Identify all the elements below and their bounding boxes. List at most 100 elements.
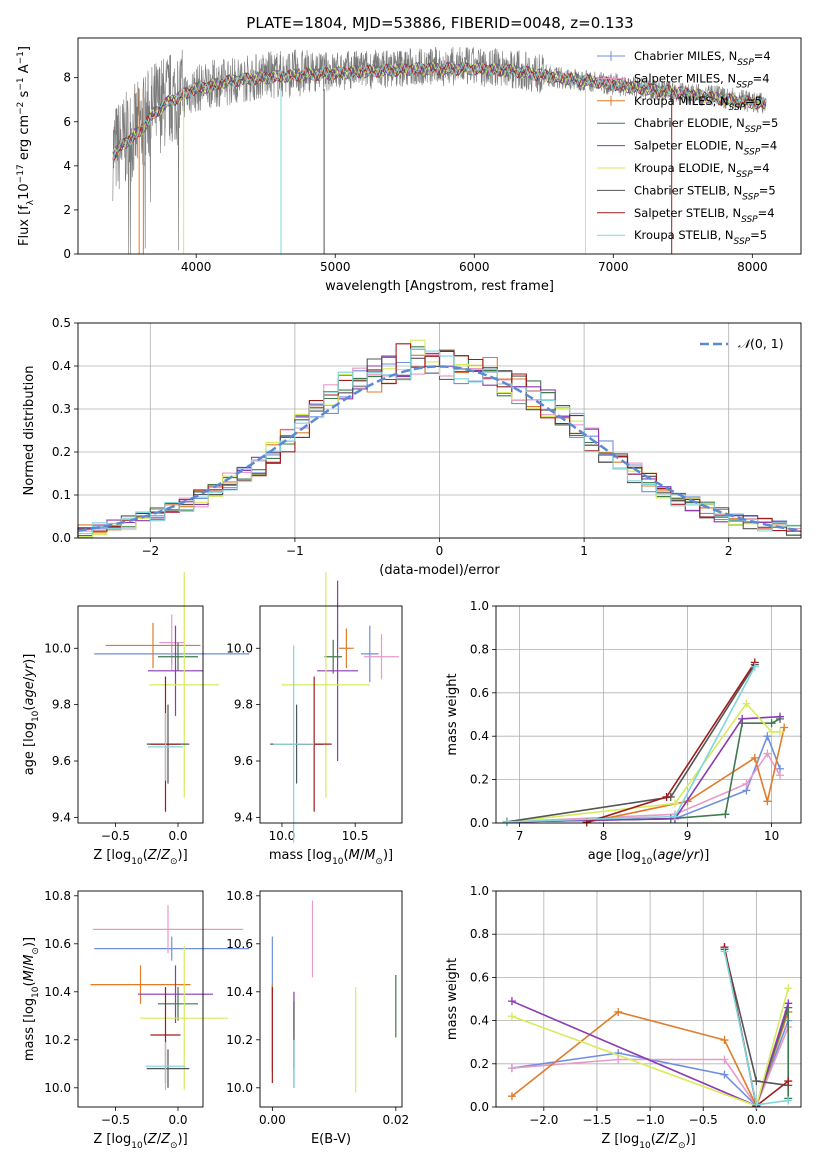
label-part: )] xyxy=(686,1132,696,1147)
label-part: 10 xyxy=(639,1141,651,1151)
label-part: SSP xyxy=(729,103,746,113)
weight-series-salpeter-stelib xyxy=(582,658,759,827)
label-part: ( xyxy=(143,1132,148,1147)
x-tick-label: 5000 xyxy=(320,260,351,274)
weight-marker xyxy=(763,797,772,806)
x-tick-label: 10.5 xyxy=(342,829,369,843)
label-part: −1 xyxy=(16,51,26,64)
y-tick-label: 9.6 xyxy=(234,754,253,768)
x-tick-label: −0.5 xyxy=(101,829,130,843)
y-tick-label: 10.8 xyxy=(226,889,253,903)
weight-marker xyxy=(670,812,679,821)
label-part: Normed distribution xyxy=(22,366,37,496)
label-part: ⊙ xyxy=(31,947,41,955)
axes-frame xyxy=(77,322,802,539)
errorbar-salpeter-elodie xyxy=(138,965,213,1023)
weight-line xyxy=(506,733,781,823)
y-axis-label: Flux [fλ10−17 erg cm−2 s−1 A−1] xyxy=(16,46,36,246)
legend-label: Chabrier ELODIE, NSSP=5 xyxy=(634,116,778,135)
weight-marker xyxy=(720,1055,729,1064)
label-part: 10 xyxy=(131,1141,143,1151)
weight-marker xyxy=(507,1064,516,1073)
chart-mass_vs_Z: −0.5 0.010.010.210.410.610.8Z [log10(Z/Z⊙… xyxy=(22,889,250,1151)
legend-label: 𝒩(0, 1) xyxy=(738,336,784,351)
x-tick-label: 9 xyxy=(684,829,692,843)
label-part: SSP xyxy=(734,237,751,247)
axes-frame xyxy=(77,37,802,255)
x-tick-label: 7000 xyxy=(598,260,629,274)
label-part: M xyxy=(22,970,37,981)
x-axis-label: (data-model)/error xyxy=(379,563,500,578)
label-part: 10 xyxy=(31,710,41,722)
label-part: Chabrier MILES, N xyxy=(634,49,737,63)
label-part: )] xyxy=(178,848,188,863)
axes-frame xyxy=(259,890,403,1108)
label-part: 10 xyxy=(17,183,32,200)
label-part: ] xyxy=(17,46,32,51)
weight-marker xyxy=(614,1007,623,1016)
label-part: ⊙ xyxy=(170,1141,178,1151)
label-part: Kroupa ELODIE, N xyxy=(634,161,736,175)
y-tick-label: 0.0 xyxy=(470,816,489,830)
y-tick-label: 10.4 xyxy=(226,985,253,999)
x-tick-label: 0.0 xyxy=(168,829,187,843)
label-part: age [log xyxy=(588,848,641,863)
plot-area xyxy=(502,658,789,827)
label-part: Z xyxy=(160,1132,171,1147)
label-part: yr xyxy=(685,848,701,863)
y-tick-label: 10.4 xyxy=(44,985,71,999)
errorbar-salpeter-miles xyxy=(363,634,400,680)
label-part: mass weight xyxy=(445,958,460,1040)
label-part: SSP xyxy=(742,192,759,202)
plot-area xyxy=(270,572,400,843)
label-part: / xyxy=(360,848,365,863)
label-part: age xyxy=(657,848,681,863)
label-part: M xyxy=(349,848,360,863)
errorbar-kroupa-elodie xyxy=(149,572,220,798)
errorbar-chabrier-miles xyxy=(361,625,379,683)
label-part: SSP xyxy=(736,170,753,180)
label-part: SSP xyxy=(736,80,753,90)
observed-spectrum xyxy=(112,46,767,254)
label-part: wavelength [Angstrom, rest frame] xyxy=(325,279,554,294)
weight-marker xyxy=(502,817,511,826)
label-part: 10 xyxy=(332,857,344,867)
label-part: / xyxy=(682,848,687,863)
x-axis-label: Z [log10(Z/Z⊙)] xyxy=(601,1132,695,1151)
x-tick-label: 8 xyxy=(600,829,608,843)
weight-marker xyxy=(662,792,671,801)
label-part: / xyxy=(665,1132,670,1147)
x-tick-label: 10.0 xyxy=(269,829,296,843)
legend-label: Chabrier MILES, NSSP=4 xyxy=(634,49,771,68)
label-part: −2 xyxy=(16,102,26,115)
label-part: A xyxy=(17,64,32,77)
weight-marker xyxy=(775,712,784,721)
label-part: Chabrier ELODIE, N xyxy=(634,116,745,130)
label-part: (0, 1) xyxy=(750,336,784,351)
label-part: E(B-V) xyxy=(311,1132,351,1147)
label-part: SSP xyxy=(744,148,761,158)
label-part: )] xyxy=(22,937,37,947)
y-tick-label: 10.6 xyxy=(44,937,71,951)
errorbar-chabrier-stelib xyxy=(146,1049,190,1088)
label-part: Z [log xyxy=(93,848,131,863)
plot-area xyxy=(271,900,397,1093)
y-tick-label: 0.2 xyxy=(52,445,71,459)
label-part: Z xyxy=(160,848,171,863)
label-part: / xyxy=(22,676,37,681)
label-part: =5 xyxy=(745,94,762,108)
weight-marker xyxy=(720,1070,729,1079)
y-tick-label: 10.0 xyxy=(44,1081,71,1095)
x-tick-label: 10 xyxy=(764,829,779,843)
label-part: Kroupa MILES, N xyxy=(634,94,729,108)
label-part: Z xyxy=(668,1132,679,1147)
label-part: ⊙ xyxy=(170,857,178,867)
weight-marker xyxy=(507,1012,516,1021)
label-part: λ xyxy=(26,199,36,205)
label-part: ( xyxy=(344,848,349,863)
label-part: )] xyxy=(22,654,37,664)
weight-marker xyxy=(775,771,784,780)
y-tick-label: 1.0 xyxy=(470,884,489,898)
label-part: )] xyxy=(178,1132,188,1147)
weight-line xyxy=(506,752,781,823)
